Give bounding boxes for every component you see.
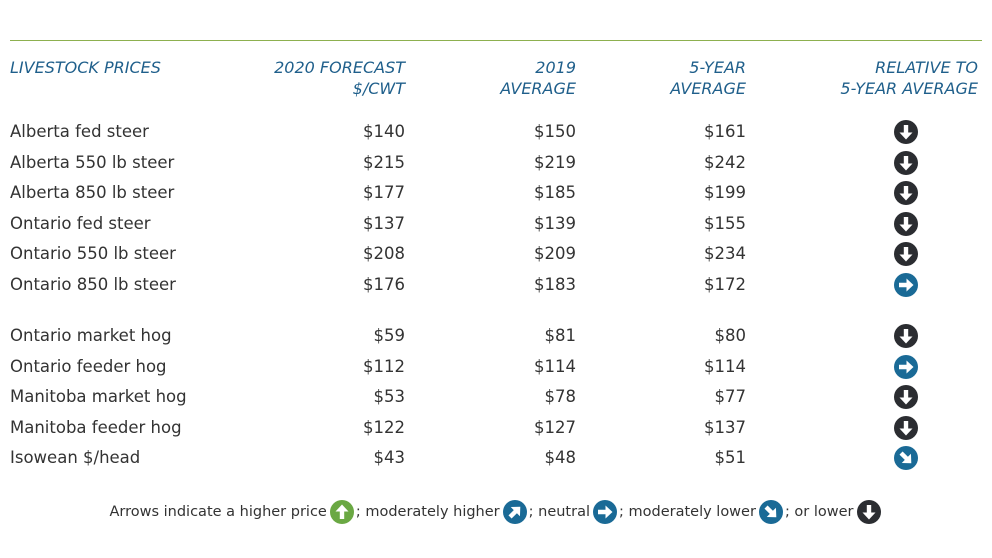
row-label: Ontario market hog [10, 326, 172, 345]
price: $77 [714, 387, 747, 406]
arrow-icon [894, 181, 918, 205]
row-label: Ontario feeder hog [10, 356, 167, 376]
icon-arrow [899, 451, 912, 464]
icon-arrow [899, 360, 914, 373]
price: $139 [534, 213, 576, 233]
price: $122 [363, 417, 405, 437]
price: $234 [704, 244, 746, 263]
price: $161 [704, 122, 746, 141]
price: $127 [534, 417, 576, 437]
price: $185 [534, 183, 576, 202]
icon-arrow [899, 278, 914, 291]
header-line: 5-YEAR AVERAGE [840, 79, 978, 98]
legend-text: ; or lower [784, 504, 854, 520]
icon-arrow [862, 505, 876, 520]
price: $199 [704, 183, 746, 202]
icon-arrow [508, 506, 520, 519]
arrow-icon [593, 500, 617, 524]
row-label: Alberta 850 lb steer [10, 183, 175, 202]
price: $81 [544, 326, 577, 345]
arrow-icon [894, 446, 918, 470]
row-label: Ontario fed steer [10, 213, 151, 233]
icon-arrow [899, 125, 913, 140]
icon-arrow [899, 329, 913, 344]
price: $242 [704, 152, 746, 172]
legend-text: ; moderately lower [619, 504, 756, 520]
arrow-icon [894, 385, 918, 409]
column-header: RELATIVE TO 5-YEAR AVERAGE [780, 57, 978, 99]
price: $137 [363, 213, 405, 233]
price: $177 [363, 183, 405, 202]
header-line: 5-YEAR [689, 58, 746, 77]
row-label: Isowean $/head [10, 448, 141, 467]
icon-arrow [899, 186, 913, 201]
icon-arrow [899, 155, 913, 170]
arrow-icon [856, 500, 881, 524]
price: $140 [363, 122, 405, 141]
price: $80 [714, 326, 747, 345]
arrow-icon [894, 415, 918, 440]
row-label: Alberta fed steer [10, 122, 149, 141]
price: $208 [363, 244, 405, 263]
arrow-icon [894, 272, 918, 297]
price: $53 [373, 387, 406, 406]
header-line: 2020 FORECAST [274, 58, 405, 77]
price: $51 [714, 448, 747, 467]
icon-arrow [899, 247, 913, 262]
row-label: Alberta 550 lb steer [10, 152, 175, 172]
price: $150 [534, 122, 576, 141]
icon-arrow [335, 504, 349, 519]
legend: Arrows indicate a higher price ; moderate… [0, 500, 992, 524]
row-label: Manitoba market hog [10, 387, 187, 406]
price: $137 [704, 417, 746, 437]
icon-arrow [899, 216, 913, 231]
header-line: 2019 [535, 58, 576, 77]
icon-arrow [899, 390, 913, 405]
header-line: $/CWT [352, 79, 405, 98]
header-line: RELATIVE TO [875, 58, 978, 77]
arrow-icon [894, 354, 918, 379]
price: $215 [363, 152, 405, 172]
arrow-icon [502, 500, 527, 524]
arrow-icon [894, 150, 918, 175]
header-line: LIVESTOCK PRICES [10, 58, 161, 77]
price: $112 [363, 356, 405, 376]
price: $43 [373, 448, 406, 467]
divider [10, 40, 982, 41]
icon-arrow [598, 505, 613, 519]
price: $114 [534, 356, 576, 376]
icon-arrow [899, 420, 913, 435]
legend-text: ; moderately higher [355, 504, 500, 520]
legend-text: Arrows indicate a higher price [109, 504, 327, 520]
row-label: Ontario 850 lb steer [10, 274, 176, 294]
arrow-icon [894, 211, 918, 236]
price: $209 [534, 244, 576, 263]
column-header: 5-YEAR AVERAGE [546, 57, 746, 99]
price: $183 [534, 274, 576, 294]
price: $155 [704, 213, 746, 233]
arrow-icon [758, 500, 783, 524]
price: $78 [544, 387, 577, 406]
row-label: Ontario 550 lb steer [10, 244, 176, 263]
price: $176 [363, 274, 405, 294]
icon-arrow [764, 505, 777, 518]
arrow-icon [894, 242, 918, 266]
column-header: 2020 FORECAST $/CWT [205, 57, 405, 99]
column-header: LIVESTOCK PRICES [10, 57, 250, 78]
price: $59 [373, 326, 406, 345]
arrow-icon [894, 324, 918, 348]
header-line: AVERAGE [500, 79, 576, 98]
price: $114 [704, 356, 746, 376]
header-line: AVERAGE [670, 79, 746, 98]
row-label: Manitoba feeder hog [10, 417, 182, 437]
price: $48 [544, 448, 577, 467]
arrow-icon [329, 500, 354, 524]
price: $219 [534, 152, 576, 172]
arrow-icon [894, 120, 918, 144]
price: $172 [704, 274, 746, 294]
legend-text: ; neutral [528, 504, 590, 520]
column-header: 2019 AVERAGE [376, 57, 576, 99]
